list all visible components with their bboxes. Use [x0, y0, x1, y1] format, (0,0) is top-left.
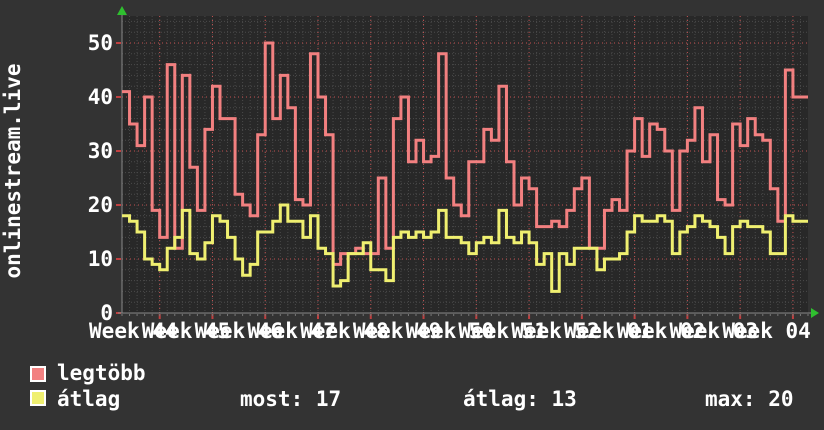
x-axis-arrow-icon [811, 308, 819, 318]
legend-swatch-atlag [30, 390, 46, 406]
x-week-label: Week 52 [511, 319, 600, 343]
y-tick-label: 40 [87, 85, 113, 109]
stat-max: max: 20 [705, 387, 794, 411]
legend-label-legtobb: legtöbb [57, 361, 146, 385]
x-week-label: Week 48 [300, 319, 389, 343]
y-tick-label: 20 [87, 193, 113, 217]
x-week-label: Week 02 [616, 319, 706, 343]
y-tick-label: 50 [87, 31, 113, 55]
y-axis-arrow-icon [117, 6, 127, 15]
x-week-label: Week 47 [247, 319, 336, 343]
chart-plot-area [116, 6, 819, 319]
x-week-label: Week 03 [669, 319, 759, 343]
y-tick-label: 30 [87, 139, 113, 163]
x-week-label: Week 50 [405, 319, 495, 343]
stat-most: most: 17 [240, 387, 342, 411]
x-week-label: Week 04 [722, 319, 811, 343]
stat-atlag: átlag: 13 [463, 387, 577, 411]
x-week-label: Week 44 [89, 319, 178, 343]
x-week-label: Week 01 [563, 319, 653, 343]
x-week-label: Week 49 [352, 319, 442, 343]
series-atlag [122, 203, 808, 293]
y-tick-label: 10 [87, 247, 113, 271]
series-legtobb [122, 41, 808, 266]
x-week-label: Week 51 [458, 319, 547, 343]
x-week-label: Week 45 [141, 319, 231, 343]
y-tick-label: 0 [100, 301, 113, 325]
x-week-label: Week 46 [194, 319, 284, 343]
legend-swatch-legtobb [30, 366, 46, 382]
legend-label-atlag: átlag [57, 387, 121, 411]
